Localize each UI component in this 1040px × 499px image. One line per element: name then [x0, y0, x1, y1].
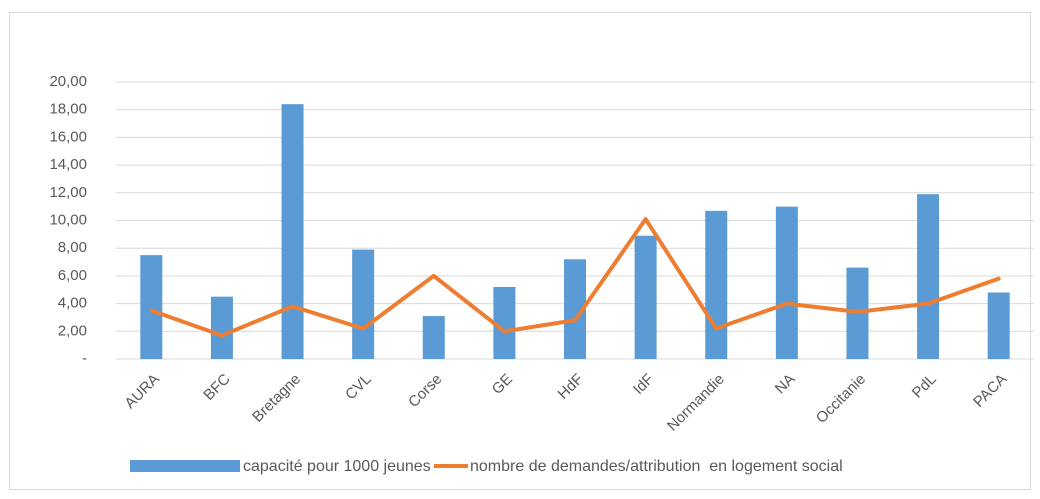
bar — [775, 206, 798, 359]
bar — [917, 194, 940, 359]
y-tick-label: 4,00 — [58, 295, 87, 312]
bar — [210, 296, 233, 359]
bar — [634, 235, 657, 359]
y-tick-label: 18,00 — [49, 101, 87, 118]
chart-frame — [9, 12, 1031, 490]
y-tick-label: 20,00 — [49, 73, 87, 90]
y-tick-label: 12,00 — [49, 184, 87, 201]
legend-swatch — [130, 460, 240, 472]
y-tick-label: 6,00 — [58, 267, 87, 284]
bar — [564, 259, 586, 359]
y-tick-label: 16,00 — [49, 128, 87, 145]
bar — [705, 210, 728, 359]
bar — [493, 286, 516, 359]
y-tick-label: - — [82, 350, 87, 367]
legend-label: capacité pour 1000 jeunes — [243, 458, 431, 475]
y-tick-label: 14,00 — [49, 156, 87, 173]
bar — [422, 316, 445, 359]
bar — [987, 292, 1010, 359]
bar — [140, 255, 163, 359]
legend-label: nombre de demandes/attribution en logeme… — [470, 458, 843, 475]
bar — [352, 249, 375, 359]
y-tick-label: 2,00 — [58, 322, 87, 339]
y-tick-label: 10,00 — [49, 211, 87, 228]
bar — [281, 104, 304, 359]
y-tick-label: 8,00 — [58, 239, 87, 256]
line — [149, 217, 1001, 338]
